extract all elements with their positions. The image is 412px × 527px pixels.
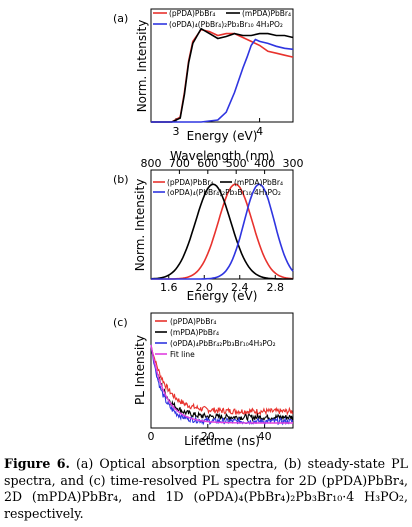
- panel-b-legend: (pPDA)PbBr₄ (mPDA)PbBr₄(oPDA)₄(PbBr₄)₂Pb₃…: [153, 178, 283, 197]
- panel-a-series-line: [151, 28, 294, 123]
- panel-a: (a) 3 4 (pPDA)PbBr₄ (mPDA)PbBr₄ (oPDA)₄(PbB…: [113, 8, 294, 143]
- panel-b-top-xtick-label: 300: [283, 157, 304, 170]
- panel-b-ticks: 1.6 2.0 2.4 2.8 800 700 600 500 400 300: [141, 157, 304, 294]
- panel-b-legend-label: (pPDA)PbBr₄: [167, 178, 213, 187]
- panel-a-legend: (pPDA)PbBr₄ (mPDA)PbBr₄ (oPDA)₄(PbBr₄)₂Pb₃…: [153, 9, 291, 29]
- panel-c-legend-label: Fit line: [170, 350, 195, 359]
- panel-c-series-line: [150, 344, 294, 417]
- panel-c-legend-label: (mPDA)PbBr₄: [170, 328, 219, 337]
- panel-b-label: (b): [113, 173, 129, 186]
- panel-a-series-line: [151, 38, 294, 123]
- caption-label: Figure 6.: [4, 456, 70, 471]
- panel-b-xlabel: Energy (eV): [187, 289, 258, 303]
- panel-b-xtick-label: 2.8: [267, 281, 285, 294]
- panel-c-xtick-label: 0: [148, 430, 155, 443]
- panel-b-top-xtick-label: 600: [197, 157, 218, 170]
- panel-b-xtick-label: 1.6: [160, 281, 178, 294]
- panel-a-series-line: [151, 27, 294, 123]
- panel-a-frame: [150, 8, 294, 123]
- panel-a-xtick-label: 3: [173, 125, 180, 138]
- panel-a-xlabel: Energy (eV): [187, 129, 258, 143]
- panel-a-legend-label: (oPDA)₄(PbBr₄)₂Pb₃Br₁₀ 4H₃PO₂: [169, 20, 283, 29]
- panel-b: Wavelength (nm) (b) 1.6 2.0 2.4 2.8 800 700 60…: [113, 149, 304, 303]
- panel-b-top-xlabel: Wavelength (nm): [170, 149, 274, 163]
- panel-b-legend-label: (mPDA)PbBr₄: [234, 178, 283, 187]
- panel-b-xtick-label: 2.0: [196, 281, 214, 294]
- panel-a-legend-label: (pPDA)PbBr₄: [169, 9, 215, 18]
- panel-b-xtick-label: 2.4: [231, 281, 249, 294]
- panel-b-top-xtick-label: 700: [169, 157, 190, 170]
- caption-text: (a) Optical absorption spectra, (b) stea…: [4, 456, 408, 521]
- panel-c-xlabel: Lifetime (ns): [184, 434, 260, 448]
- panel-a-ylabel: Norm. Intensity: [135, 20, 149, 113]
- panel-c-series-line: [150, 344, 293, 424]
- panel-c-legend-label: (pPDA)PbBr₄: [170, 317, 216, 326]
- panel-a-lines: [151, 27, 294, 123]
- panel-b-series-line: [150, 183, 293, 280]
- panel-a-legend-label: (mPDA)PbBr₄: [242, 9, 291, 18]
- panel-b-legend-label: (oPDA)₄(PbBr₄)₂Pb₃Br₁₀ 4H₃PO₂: [167, 188, 281, 197]
- panel-c-frame: [150, 312, 294, 429]
- panel-c-xtick-label: 20: [201, 430, 215, 443]
- figure-caption: Figure 6. (a) Optical absorption spectra…: [4, 456, 408, 522]
- panel-b-frame: [150, 169, 294, 280]
- panel-b-lines: [150, 183, 294, 280]
- panel-b-top-xtick-label: 400: [254, 157, 275, 170]
- panel-c-legend: (pPDA)PbBr₄ (mPDA)PbBr₄ (oPDA)₄PbBr₄₂Pb₃Br…: [155, 317, 276, 359]
- panel-b-top-xtick-label: 800: [141, 157, 162, 170]
- panel-c-xtick-label: 40: [258, 430, 272, 443]
- panel-c: (c) 0 20 40 (pPDA)PbBr₄ (mPDA)PbBr₄ (oPDA)₄P…: [113, 312, 294, 448]
- panel-c-label: (c): [113, 316, 128, 329]
- panel-c-legend-label: (oPDA)₄PbBr₄₂Pb₃Br₁₀4H₃PO₂: [170, 339, 276, 348]
- panel-c-ylabel: PL Intensity: [133, 335, 147, 405]
- panel-b-series-line: [151, 183, 294, 280]
- panel-a-label: (a): [113, 12, 128, 25]
- panel-b-top-xtick-label: 500: [226, 157, 247, 170]
- panel-a-xtick-label: 4: [256, 125, 263, 138]
- panel-b-series-line: [151, 183, 294, 280]
- panel-c-lines: [150, 344, 294, 426]
- panel-c-ticks: 0 20 40: [148, 424, 272, 443]
- panel-b-ylabel: Norm. Intensity: [133, 179, 147, 272]
